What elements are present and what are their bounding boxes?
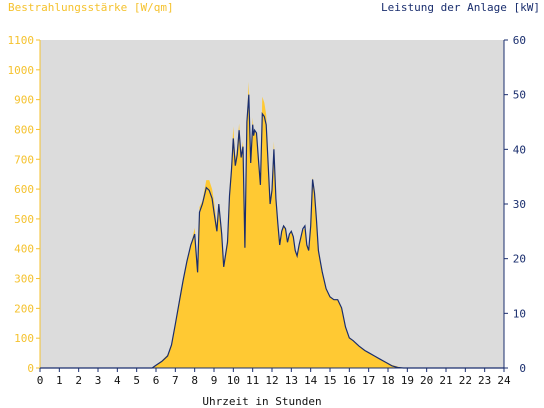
left-tick-label: 100 [14, 332, 34, 345]
x-tick-label: 7 [172, 374, 179, 387]
power-line [40, 94, 504, 369]
x-ticks: 0 1 2 3 4 5 6 7 8 9 10 11 12 13 14 15 16 17 18 19 20 21 22 23 24 [37, 368, 511, 387]
x-tick-label: 18 [381, 374, 394, 387]
x-tick-label: 19 [401, 374, 414, 387]
x-tick-label: 16 [343, 374, 356, 387]
x-tick-label: 5 [133, 374, 140, 387]
left-tick-label: 1000 [8, 64, 35, 77]
x-tick-label: 22 [459, 374, 472, 387]
right-tick-label: 20 [513, 253, 526, 266]
left-tick-label: 200 [14, 302, 34, 315]
left-tick-label: 0 [27, 362, 34, 375]
right-axis-title: Leistung der Anlage [kW] [381, 1, 540, 14]
right-tick-label: 0 [519, 362, 526, 375]
left-tick-label: 400 [14, 243, 34, 256]
x-tick-label: 14 [304, 374, 318, 387]
left-tick-label: 900 [14, 94, 34, 107]
x-tick-label: 21 [439, 374, 452, 387]
x-tick-label: 15 [323, 374, 336, 387]
x-tick-label: 9 [211, 374, 218, 387]
x-tick-label: 11 [246, 374, 259, 387]
x-tick-label: 23 [478, 374, 491, 387]
x-tick-label: 1 [56, 374, 63, 387]
right-tick-label: 60 [513, 34, 526, 47]
right-tick-label: 30 [513, 198, 526, 211]
x-tick-label: 17 [362, 374, 375, 387]
x-axis-title: Uhrzeit in Stunden [202, 395, 321, 408]
x-tick-label: 24 [497, 374, 511, 387]
x-tick-label: 13 [285, 374, 298, 387]
x-tick-label: 2 [75, 374, 82, 387]
x-tick-label: 20 [420, 374, 433, 387]
right-tick-label: 50 [513, 89, 526, 102]
right-tick-label: 10 [513, 307, 526, 320]
x-tick-label: 8 [191, 374, 198, 387]
x-tick-label: 0 [37, 374, 44, 387]
irradiance-area [40, 81, 504, 368]
right-y-ticks: 0 10 20 30 40 50 60 [504, 34, 526, 375]
right-tick-label: 40 [513, 143, 526, 156]
left-tick-label: 300 [14, 273, 34, 286]
left-tick-label: 600 [14, 183, 34, 196]
left-tick-label: 800 [14, 123, 34, 136]
left-axis-title: Bestrahlungsstärke [W/qm] [8, 1, 174, 14]
left-tick-label: 1100 [8, 34, 35, 47]
x-tick-label: 4 [114, 374, 121, 387]
x-tick-label: 12 [265, 374, 278, 387]
left-tick-label: 700 [14, 153, 34, 166]
x-tick-label: 6 [153, 374, 160, 387]
x-tick-label: 3 [95, 374, 102, 387]
left-tick-label: 500 [14, 213, 34, 226]
x-tick-label: 10 [227, 374, 240, 387]
left-y-ticks: 0 100 200 300 400 500 600 700 800 900 1000 1100 [8, 34, 40, 375]
